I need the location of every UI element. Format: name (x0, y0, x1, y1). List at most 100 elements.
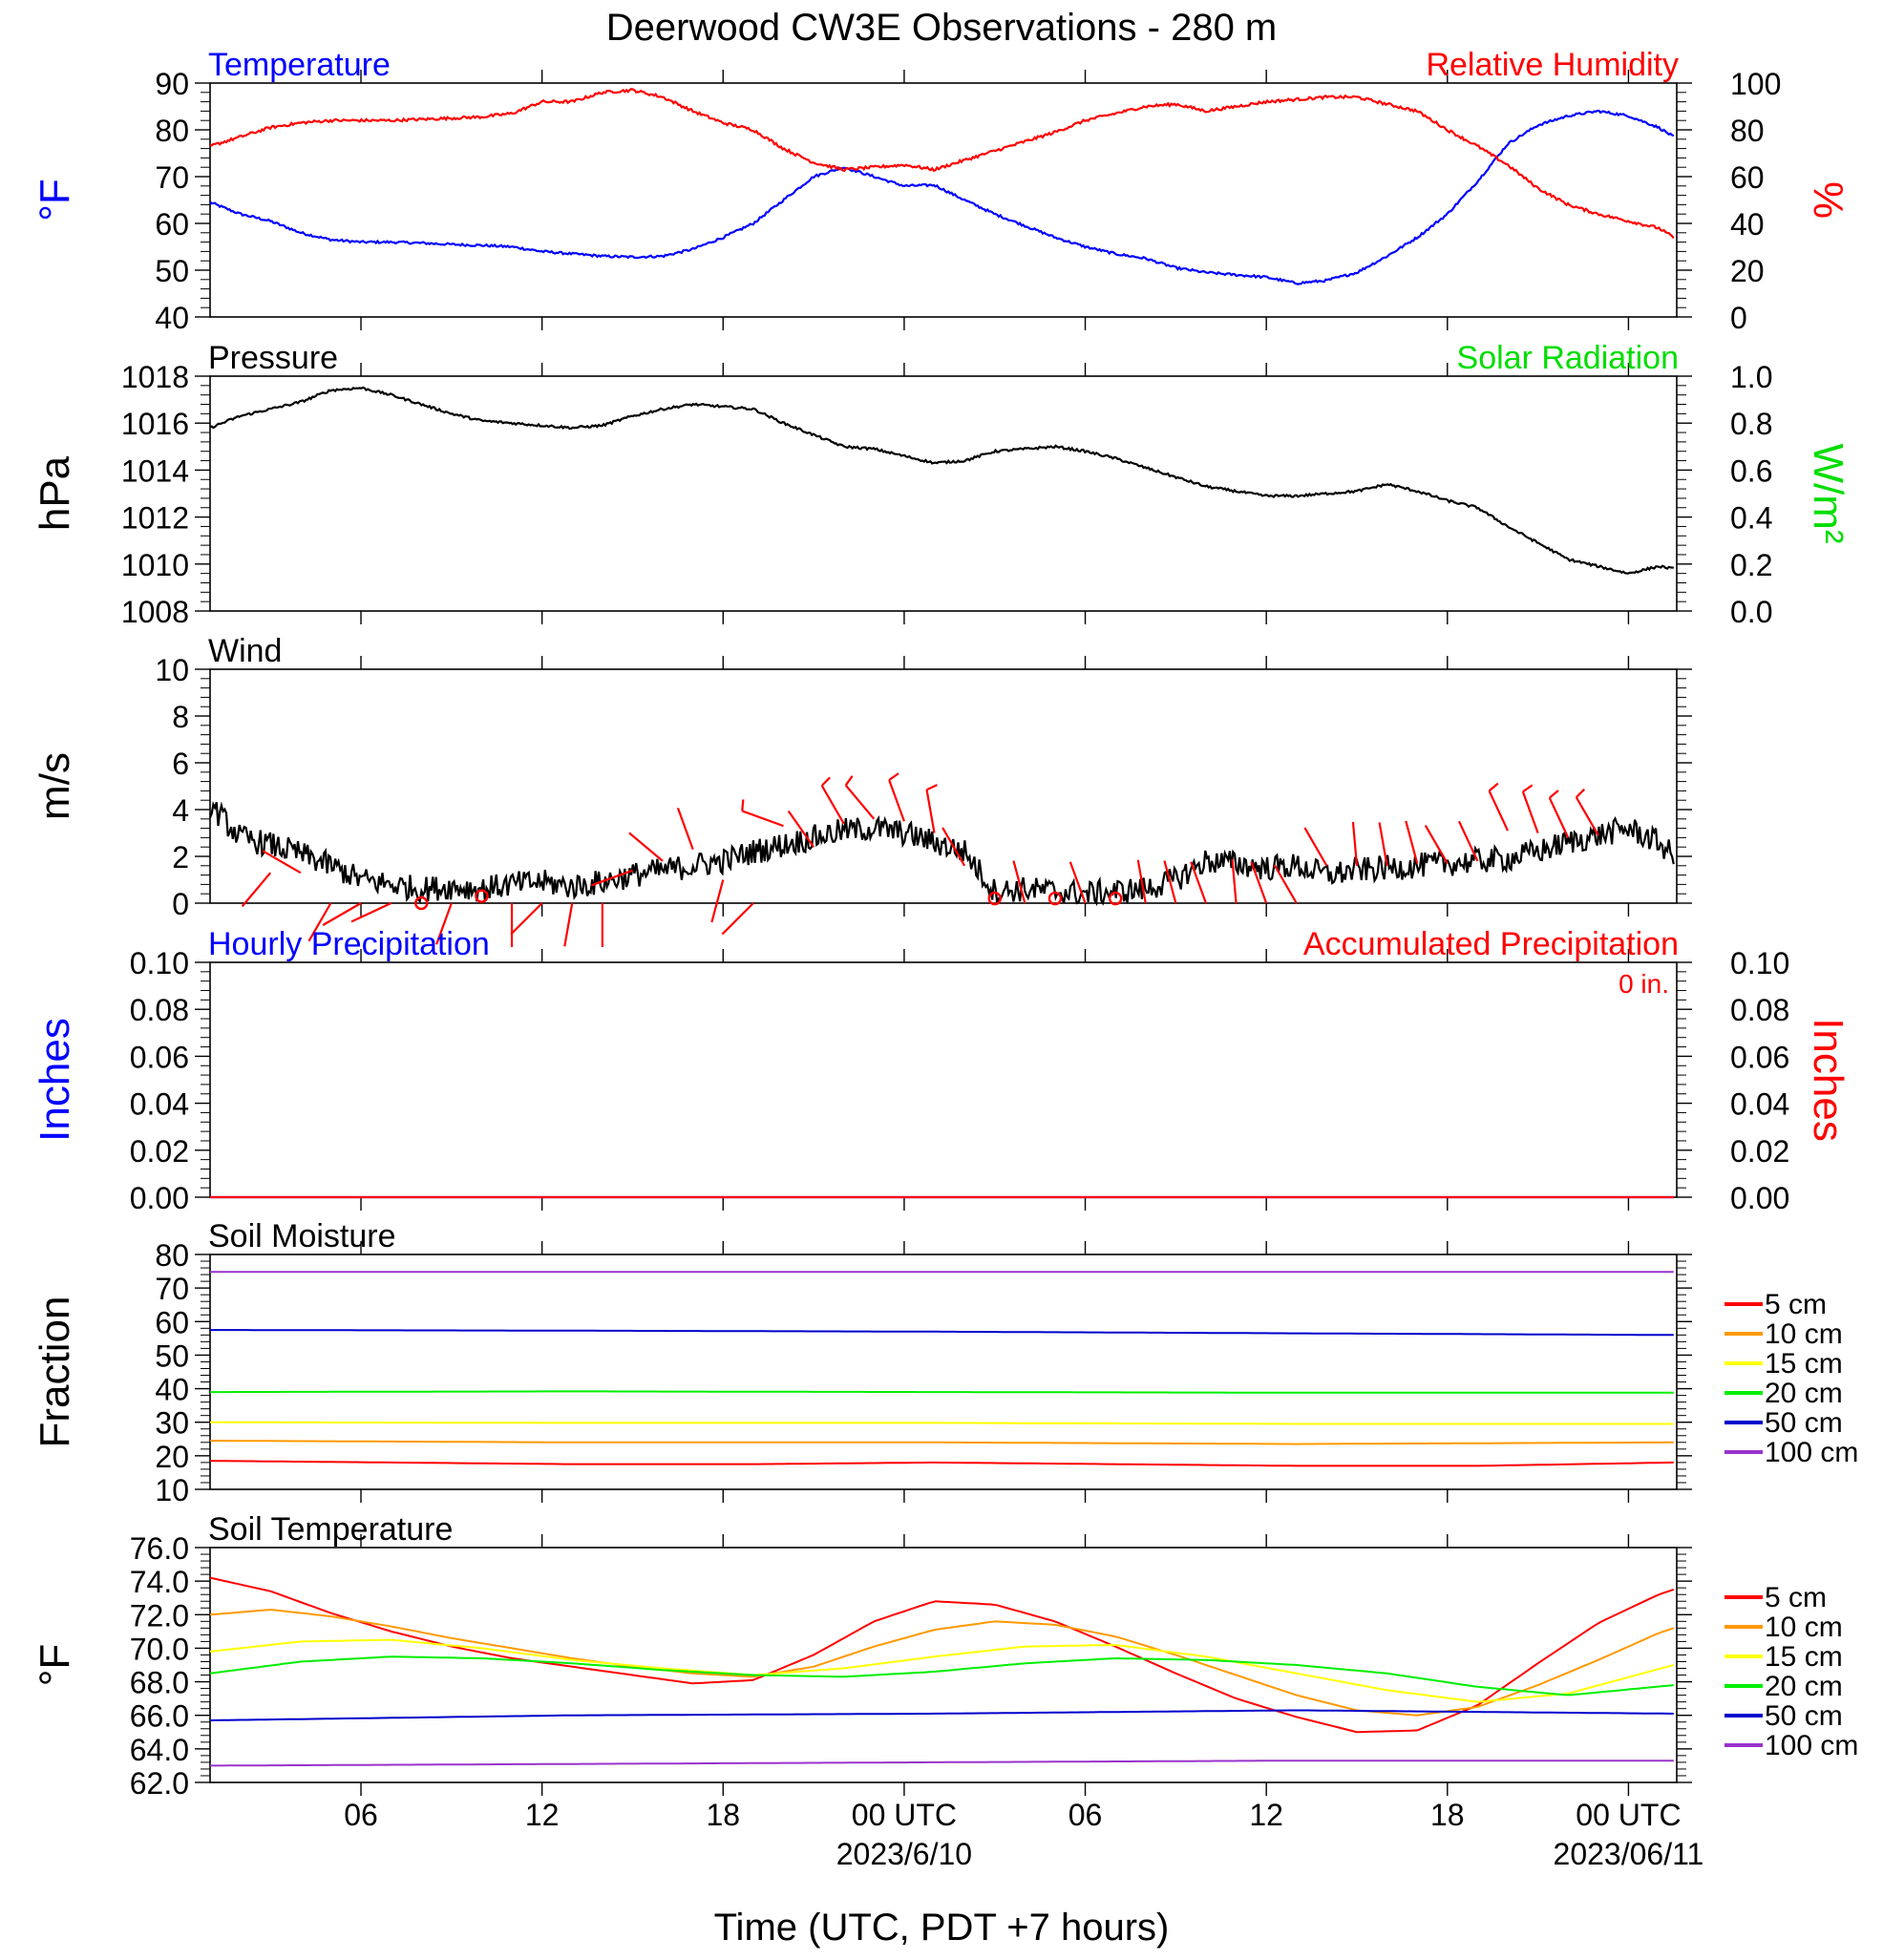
x-tick-label: 12 (525, 1798, 560, 1832)
panel-left-title: Pressure (208, 340, 338, 376)
y-tick-label: 70 (155, 1272, 189, 1306)
wind-calm-marker (414, 896, 429, 911)
y-tick-label: 76.0 (130, 1531, 189, 1566)
panel-pressure: 1008 1010 1012 1014 1016 1018 0.0 0.2 0.4 0.6 0.8 1… (32, 340, 1851, 629)
chart-title: Deerwood CW3E Observations - 280 m (606, 7, 1278, 49)
series-line-wind-speed (208, 800, 1675, 907)
y-tick-label: 0.10 (130, 946, 189, 980)
y-tick-label: 90 (155, 67, 189, 101)
wind-barb (787, 810, 815, 848)
x-tick-label: 00 UTC (852, 1798, 957, 1832)
series-line-temperature (209, 109, 1675, 285)
y-tick-label: 0.00 (130, 1181, 189, 1215)
wind-barb-flag (1522, 784, 1534, 793)
wind-barb (1405, 820, 1419, 864)
series-line-15-cm (210, 1421, 1674, 1425)
wind-barb (1424, 824, 1449, 864)
y-right-tick-label: 0.06 (1730, 1040, 1789, 1074)
y-right-tick-label: 0.04 (1730, 1087, 1789, 1122)
y-tick-label: 8 (172, 700, 189, 734)
y-tick-label: 60 (155, 207, 189, 242)
y-right-tick-label: 0.4 (1730, 501, 1772, 536)
x-tick-label: 18 (706, 1798, 740, 1832)
legend-label: 5 cm (1765, 1289, 1827, 1320)
panel-wind: 0 2 4 6 8 10 Wind m/s (32, 633, 1692, 947)
panel-right-title: Accumulated Precipitation (1303, 926, 1679, 962)
series-line-20-cm (209, 1655, 1674, 1697)
y-tick-label: 40 (155, 301, 189, 335)
series-line-20-cm (210, 1390, 1674, 1394)
panel-soil_temperature: 62.064.066.068.070.072.074.076.0 Soil Tem… (32, 1511, 1858, 1801)
y-tick-label: 30 (155, 1406, 189, 1441)
wind-barb (1303, 827, 1328, 867)
y-tick-label: 40 (155, 1373, 189, 1407)
wind-barb (1068, 861, 1087, 904)
wind-barb (1521, 790, 1539, 833)
x-tick-label: 12 (1249, 1798, 1283, 1832)
series-line-50-cm (209, 1709, 1674, 1721)
y-tick-label: 74.0 (130, 1565, 189, 1599)
y-tick-label: 20 (155, 1440, 189, 1474)
panel-temp_rh: 40 50 60 70 80 90 0 20 40 60 80 100 Temperature Relat… (32, 47, 1851, 335)
wind-barb (510, 902, 543, 936)
y-tick-label: 62.0 (130, 1766, 189, 1801)
y-axis-label-left: Inches (32, 1018, 78, 1142)
wind-calm-marker (1108, 891, 1123, 906)
legend-label: 20 cm (1765, 1671, 1843, 1702)
y-tick-label: 68.0 (130, 1666, 189, 1700)
wind-barb (1488, 790, 1510, 832)
wind-barb-flag (1549, 790, 1559, 799)
panel-right-title: Relative Humidity (1426, 47, 1679, 83)
wind-barb-flag (926, 784, 938, 791)
wind-barb (721, 902, 754, 936)
wind-barb-flag (1576, 788, 1586, 798)
y-right-tick-label: 0.02 (1730, 1134, 1789, 1169)
x-tick-label: 06 (1068, 1798, 1103, 1832)
series-line-5-cm (209, 1460, 1674, 1467)
wind-barb (1231, 859, 1238, 904)
y-tick-label: 64.0 (130, 1733, 189, 1767)
y-axis-label-right: W/m² (1805, 443, 1851, 543)
wind-barb-flag (741, 799, 745, 811)
wind-barb (820, 785, 845, 825)
x-date-label: 2023/06/11 (1554, 1837, 1704, 1871)
y-tick-label: 1010 (121, 548, 189, 582)
wind-barb-flag (1488, 782, 1499, 792)
series-line-15-cm (209, 1638, 1675, 1703)
x-tick-label: 06 (344, 1798, 378, 1832)
y-right-tick-label: 20 (1730, 254, 1765, 288)
x-tick-label: 00 UTC (1576, 1798, 1681, 1832)
wind-calm-marker (987, 891, 1002, 906)
x-axis-label: Time (UTC, PDT +7 hours) (714, 1907, 1170, 1949)
y-tick-label: 1012 (121, 501, 189, 536)
y-axis-label-right: % (1805, 181, 1851, 219)
y-right-tick-label: 0.8 (1730, 407, 1772, 441)
y-tick-label: 4 (172, 793, 189, 828)
panel-left-title: Wind (208, 633, 282, 669)
wind-barb (563, 902, 574, 947)
y-tick-label: 60 (155, 1305, 189, 1339)
wind-barb (1351, 821, 1359, 866)
x-date-label: 2023/6/10 (836, 1837, 972, 1871)
y-tick-label: 66.0 (130, 1699, 189, 1734)
series-line-100-cm (210, 1760, 1674, 1767)
y-right-tick-label: 1.0 (1730, 360, 1772, 394)
y-tick-label: 0.02 (130, 1134, 189, 1169)
y-tick-label: 1016 (121, 407, 189, 441)
y-tick-label: 2 (172, 840, 189, 875)
y-right-tick-label: 0.6 (1730, 453, 1772, 488)
wind-barb (1012, 860, 1026, 904)
y-tick-label: 1018 (121, 360, 189, 394)
wind-barb (925, 790, 936, 833)
wind-barb (1163, 860, 1177, 904)
wind-barb-flag (888, 772, 899, 781)
wind-barb (435, 902, 453, 945)
wind-barb (888, 779, 905, 822)
wind-barb (942, 827, 966, 867)
plot-frame (209, 1254, 1678, 1490)
y-right-tick-label: 0.0 (1730, 595, 1772, 629)
panel-left-title: Soil Temperature (208, 1511, 453, 1548)
accumulation-annotation: 0 in. (1619, 969, 1669, 999)
y-tick-label: 10 (155, 1473, 189, 1507)
wind-barb (628, 832, 664, 862)
